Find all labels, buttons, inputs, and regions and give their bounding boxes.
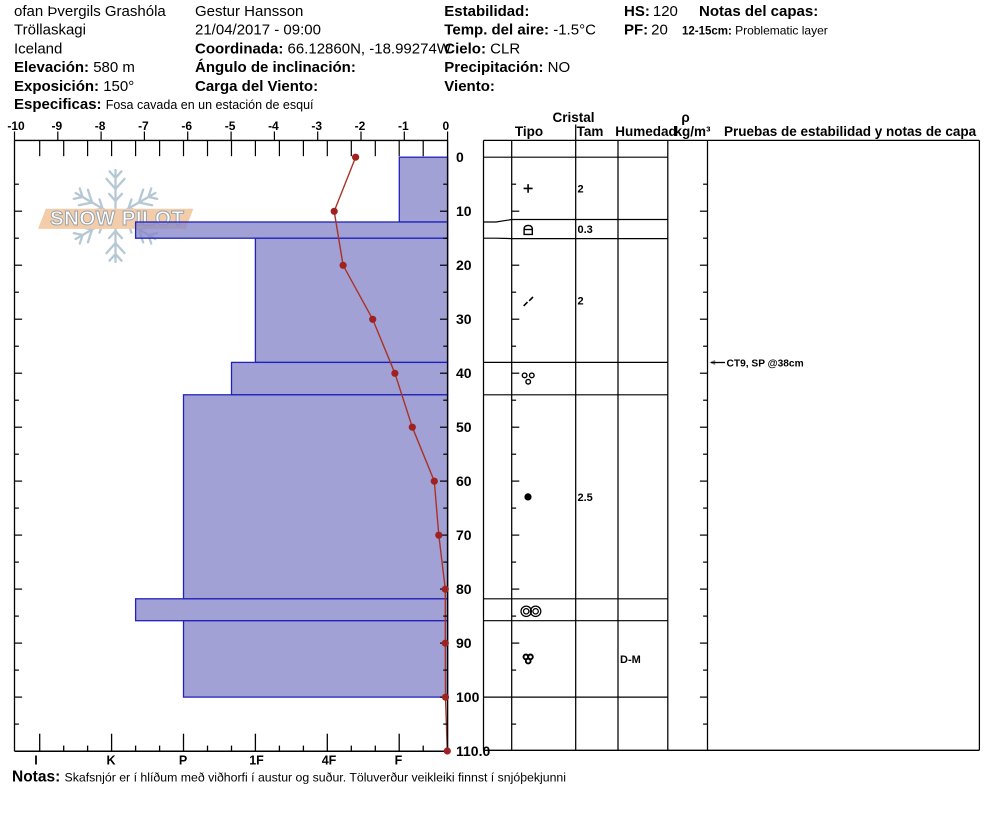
svg-text:-4: -4 bbox=[268, 119, 279, 133]
svg-text:Precipitación: NO: Precipitación: NO bbox=[444, 59, 570, 76]
svg-text:Cristal: Cristal bbox=[552, 110, 594, 125]
svg-text:80: 80 bbox=[456, 581, 472, 597]
svg-text:2.5: 2.5 bbox=[578, 492, 593, 504]
svg-text:110.0: 110.0 bbox=[456, 743, 490, 759]
svg-text:-8: -8 bbox=[95, 119, 106, 133]
svg-text:Pruebas de estabilidad y notas: Pruebas de estabilidad y notas de capa bbox=[724, 124, 977, 139]
svg-text:Viento:: Viento: bbox=[444, 78, 495, 95]
svg-text:ρ: ρ bbox=[681, 110, 689, 125]
svg-text:-10: -10 bbox=[7, 119, 25, 133]
svg-text:Estabilidad:: Estabilidad: bbox=[444, 3, 529, 20]
svg-text:-3: -3 bbox=[311, 119, 322, 133]
svg-text:4F: 4F bbox=[322, 754, 337, 768]
svg-text:P: P bbox=[179, 754, 187, 768]
svg-text:Tam: Tam bbox=[577, 124, 604, 139]
svg-text:Coordinada: 66.12860N, -18.992: Coordinada: 66.12860N, -18.99274W bbox=[195, 40, 452, 57]
svg-text:D-M: D-M bbox=[620, 654, 641, 666]
svg-text:K: K bbox=[106, 754, 115, 768]
svg-text:1F: 1F bbox=[249, 754, 264, 768]
svg-text:Notas del capas:: Notas del capas: bbox=[699, 3, 818, 20]
svg-text:100: 100 bbox=[456, 689, 480, 705]
svg-text:I: I bbox=[34, 754, 37, 768]
svg-text:kg/m³: kg/m³ bbox=[674, 124, 711, 139]
svg-text:CT9, SP @38cm: CT9, SP @38cm bbox=[727, 358, 804, 369]
svg-text:0: 0 bbox=[456, 149, 464, 165]
svg-text:40: 40 bbox=[456, 365, 472, 381]
svg-text:-6: -6 bbox=[181, 119, 192, 133]
svg-text:2: 2 bbox=[578, 296, 584, 308]
svg-text:-5: -5 bbox=[225, 119, 236, 133]
svg-text:-7: -7 bbox=[138, 119, 149, 133]
svg-text:10: 10 bbox=[456, 203, 472, 219]
svg-text:F: F bbox=[395, 754, 403, 768]
svg-text:70: 70 bbox=[456, 527, 472, 543]
svg-text:50: 50 bbox=[456, 419, 472, 435]
svg-text:21/04/2017 - 09:00: 21/04/2017 - 09:00 bbox=[195, 22, 321, 39]
svg-text:Especificas: Fosa cavada en un: Especificas: Fosa cavada en un estación … bbox=[14, 96, 314, 113]
svg-text:20: 20 bbox=[456, 257, 472, 273]
svg-text:Notas: Skafsnjór er í hlíðum m: Notas: Skafsnjór er í hlíðum með viðhorf… bbox=[12, 768, 566, 785]
svg-text:60: 60 bbox=[456, 473, 472, 489]
svg-text:30: 30 bbox=[456, 311, 472, 327]
svg-text:Exposición: 150°: Exposición: 150° bbox=[14, 78, 134, 95]
svg-text:Humedad: Humedad bbox=[615, 124, 677, 139]
svg-text:ofan Þvergils Grashóla: ofan Þvergils Grashóla bbox=[14, 3, 166, 20]
svg-text:Ángulo de inclinación:: Ángulo de inclinación: bbox=[195, 59, 356, 76]
svg-text:2: 2 bbox=[578, 183, 584, 195]
svg-text:-9: -9 bbox=[51, 119, 62, 133]
svg-text:Temp. del aire: -1.5°C: Temp. del aire: -1.5°C bbox=[444, 22, 596, 39]
svg-text:12-15cm: Problematic layer: 12-15cm: Problematic layer bbox=[682, 24, 828, 38]
svg-text:Iceland: Iceland bbox=[14, 40, 62, 57]
svg-text:Carga del Viento:: Carga del Viento: bbox=[195, 78, 318, 95]
svg-text:0.3: 0.3 bbox=[578, 224, 593, 236]
svg-text:-1: -1 bbox=[398, 119, 409, 133]
svg-text:Cielo: CLR: Cielo: CLR bbox=[444, 40, 520, 57]
svg-text:-2: -2 bbox=[355, 119, 366, 133]
svg-text:HS: 120: HS: 120 bbox=[624, 3, 678, 20]
svg-text:Tipo: Tipo bbox=[515, 124, 543, 139]
svg-text:90: 90 bbox=[456, 635, 472, 651]
svg-text:Tröllaskagi: Tröllaskagi bbox=[14, 22, 86, 39]
svg-text:PF: 20: PF: 20 bbox=[624, 22, 668, 39]
svg-text:0: 0 bbox=[442, 119, 449, 133]
svg-text:Elevación: 580 m: Elevación: 580 m bbox=[14, 59, 135, 76]
svg-text:Gestur Hansson: Gestur Hansson bbox=[195, 3, 303, 20]
